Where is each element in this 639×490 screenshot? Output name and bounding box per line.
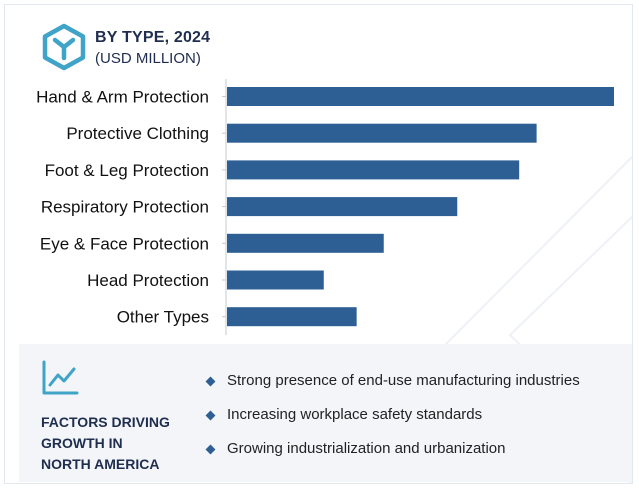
bar [227,123,537,143]
category-label: Hand & Arm Protection [36,88,209,107]
factor-item: Increasing workplace safety standards [205,406,625,440]
infographic-card: BY TYPE, 2024 (USD MILLION) Hand & Arm P… [4,4,633,484]
bar [227,233,384,253]
factor-item: Strong presence of end-use manufacturing… [205,372,625,406]
factors-title-line-3: NORTH AMERICA [41,456,160,472]
factor-text: Increasing workplace safety standards [227,406,483,423]
diamond-bullet-icon [205,410,216,421]
factors-list: Strong presence of end-use manufacturing… [205,372,625,474]
category-label: Respiratory Protection [41,198,209,217]
factors-panel: FACTORS DRIVING GROWTH IN NORTH AMERICA … [19,344,632,482]
factors-title-line-2: GROWTH IN [41,435,123,451]
line-chart-icon [42,360,79,395]
factor-text: Strong presence of end-use manufacturing… [227,372,580,389]
chart-title: BY TYPE, 2024 [95,29,211,46]
factor-text: Growing industrialization and urbanizati… [227,440,506,457]
bar [227,197,458,217]
category-label: Foot & Leg Protection [45,161,209,180]
factor-item: Growing industrialization and urbanizati… [205,440,625,474]
bar [227,87,614,106]
category-label: Protective Clothing [66,124,209,143]
bar [227,270,324,290]
category-label: Eye & Face Protection [40,234,209,253]
bar [227,307,357,327]
diamond-bullet-icon [205,444,216,455]
hexagon-y-logo-icon [42,23,86,71]
bar [227,160,520,180]
category-label: Head Protection [87,271,209,290]
bar-chart: Hand & Arm Protection Protective Clothing… [36,79,614,335]
chart-subtitle: (USD MILLION) [95,50,201,67]
factors-title: FACTORS DRIVING GROWTH IN NORTH AMERICA [41,412,201,475]
factors-title-line-1: FACTORS DRIVING [41,414,170,430]
diamond-bullet-icon [205,376,216,387]
category-label: Other Types [117,308,209,327]
